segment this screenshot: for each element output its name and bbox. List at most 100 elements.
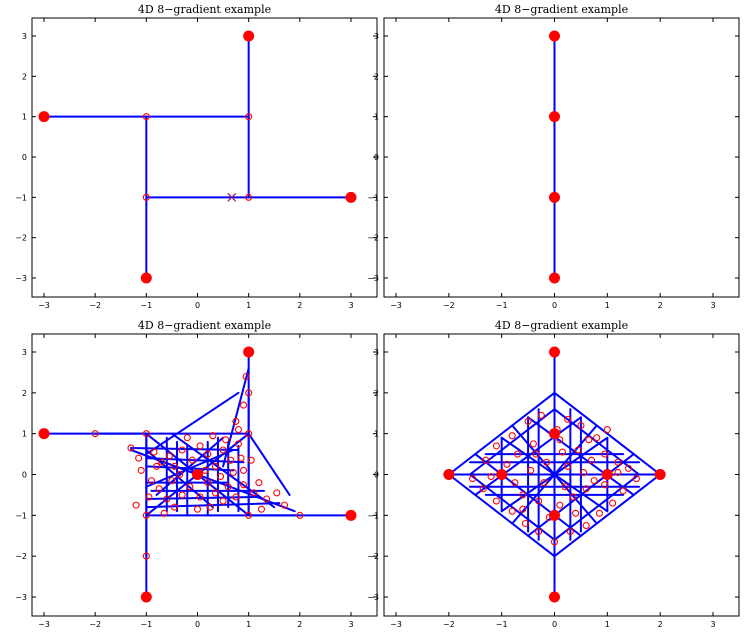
iterate-point [577, 421, 585, 430]
y-tick-label: −1 [367, 511, 379, 520]
path-segment [474, 453, 582, 537]
iterate-point [513, 450, 522, 458]
x-tick-label: 1 [605, 620, 610, 629]
chart-title: 4D 8−gradient example [138, 3, 271, 16]
chart-title: 4D 8−gradient example [495, 319, 628, 332]
iterate-point [519, 505, 527, 513]
iterate-point [245, 430, 253, 438]
iterate-point [160, 509, 168, 517]
iterate-point [245, 193, 253, 201]
x-tick-label: −3 [38, 620, 50, 629]
iterate-point [558, 448, 566, 456]
iterate-point [564, 462, 572, 470]
iterate-point [142, 552, 150, 560]
iterate-point [142, 113, 150, 121]
critical-point [243, 346, 255, 358]
y-tick-label: −2 [15, 552, 27, 561]
iterate-point [556, 501, 564, 509]
iterate-point [145, 493, 153, 501]
iterate-point [211, 462, 219, 470]
y-tick-label: −1 [15, 193, 27, 202]
iterate-point [593, 434, 601, 442]
iterate-point [624, 464, 633, 472]
critical-point [192, 469, 203, 480]
iterate-point [178, 491, 186, 499]
chart-panel: 4D 8−gradient example −3 −2 −1 0 1 2 3 −3 −2 −1 0 1 2… [15, 3, 378, 310]
y-tick-label: −2 [367, 552, 379, 561]
critical-point [549, 591, 560, 603]
iterate-point [242, 372, 250, 381]
critical-point [549, 30, 560, 42]
axes-box [31, 17, 378, 298]
y-tick-label: −2 [15, 234, 27, 243]
axes-box [383, 17, 740, 298]
iterate-point [587, 456, 596, 464]
iterate-point [540, 479, 548, 487]
iterate-point [206, 503, 214, 511]
iterate-point [280, 501, 289, 509]
iterate-point [595, 509, 603, 517]
iterate-point [585, 436, 593, 444]
iterate-point [566, 528, 574, 536]
iterate-point [193, 505, 202, 513]
iterate-point [219, 446, 227, 454]
iterate-point [543, 458, 551, 466]
iterate-point [183, 434, 191, 442]
iterate-point [155, 485, 163, 493]
iterate-point [503, 460, 511, 468]
path-segment [527, 416, 635, 496]
iterate-point [519, 491, 527, 499]
iterate-point [240, 466, 248, 474]
critical-point [243, 30, 255, 42]
critical-point [549, 346, 560, 358]
x-tick-label: 0 [552, 301, 557, 310]
iterate-point [165, 452, 173, 460]
y-tick-label: 1 [374, 430, 379, 439]
chart-title: 4D 8−gradient example [495, 3, 628, 16]
y-tick-label: −1 [15, 511, 27, 520]
x-tick-label: 2 [297, 301, 302, 310]
iterate-point [580, 468, 588, 477]
y-tick-label: −3 [15, 274, 27, 283]
iterate-point [168, 477, 176, 485]
iterate-point [527, 466, 535, 474]
iterate-point [614, 468, 622, 477]
iterate-point [178, 446, 186, 454]
iterate-point [137, 466, 145, 474]
iterate-point [127, 444, 135, 452]
iterate-point [508, 432, 516, 440]
iterate-point [240, 401, 248, 409]
critical-point [140, 591, 152, 603]
critical-point [601, 469, 613, 480]
x-marker-stroke [227, 192, 237, 202]
iterate-point [556, 436, 564, 444]
iterate-point [186, 483, 194, 491]
critical-point [549, 111, 560, 123]
path-segment [553, 391, 662, 476]
path-segment [553, 473, 662, 558]
critical-point [38, 428, 50, 440]
x-tick-label: 3 [710, 620, 715, 629]
iterate-point [521, 519, 529, 528]
iterate-point [609, 499, 617, 507]
path-segment [222, 367, 250, 468]
y-tick-label: 0 [22, 471, 27, 480]
x-marker [227, 192, 237, 202]
iterate-point [296, 511, 304, 519]
iterate-point [550, 538, 559, 546]
x-tick-label: −3 [38, 301, 50, 310]
iterate-point [158, 458, 166, 466]
x-tick-label: 3 [348, 301, 353, 310]
path-segment [474, 416, 582, 496]
iterate-point [237, 454, 245, 462]
iterate-point [247, 456, 255, 464]
x-tick-label: 1 [246, 301, 251, 310]
iterate-point [245, 113, 253, 121]
chart-title: 4D 8−gradient example [138, 319, 271, 332]
iterate-point [511, 479, 519, 487]
iterate-point [537, 411, 545, 419]
iterate-point [227, 456, 235, 464]
iterate-point [163, 495, 171, 503]
path-segment [247, 432, 291, 496]
iterate-point [132, 501, 140, 509]
